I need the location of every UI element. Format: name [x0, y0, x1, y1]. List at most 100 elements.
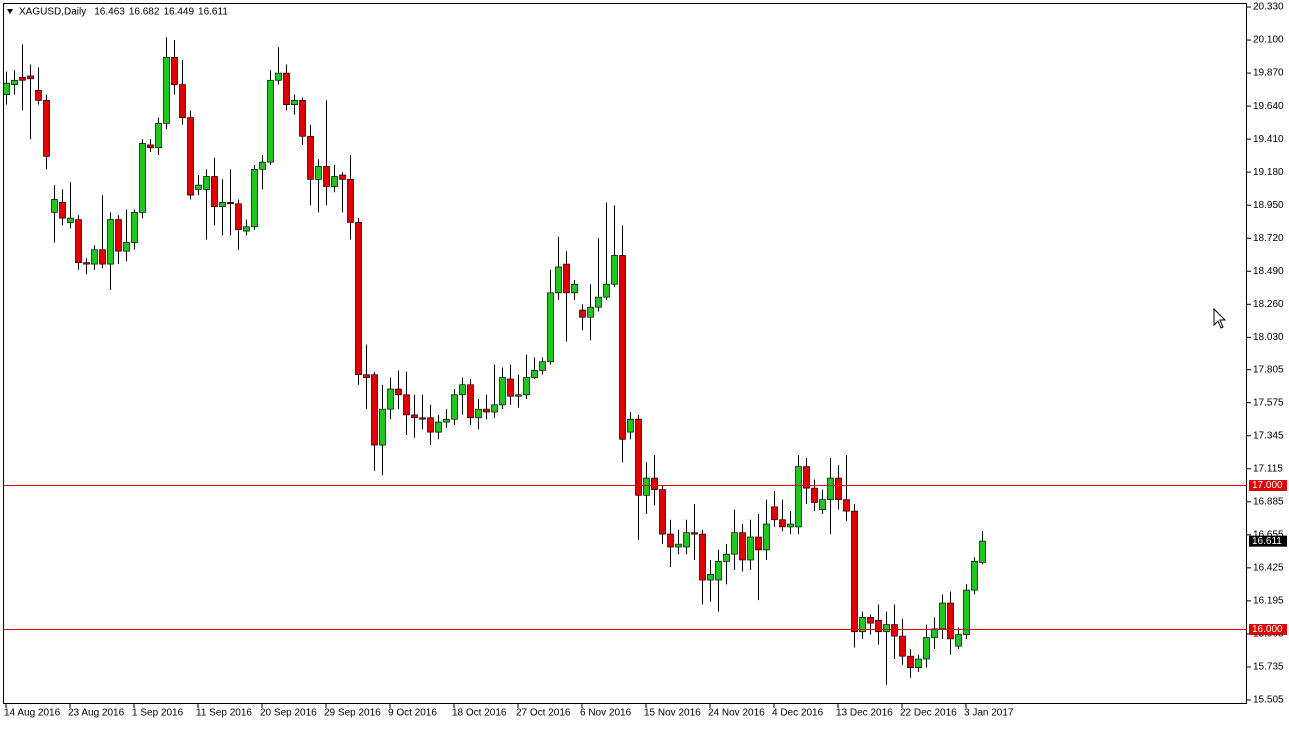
candle-body: [11, 79, 18, 85]
candle-body: [347, 179, 354, 223]
candle-body: [379, 408, 386, 446]
candle-body: [427, 417, 434, 433]
candle-body: [595, 296, 602, 308]
candle-body: [251, 168, 258, 228]
x-tick-label: 24 Nov 2016: [708, 708, 765, 719]
candle-body: [955, 634, 962, 647]
price-label: 17.000: [1252, 480, 1283, 491]
y-tick-label: 16.885: [1253, 496, 1284, 507]
candle-body: [755, 536, 762, 551]
candle-body: [435, 421, 442, 433]
candle-body: [43, 100, 50, 157]
menu-arrow[interactable]: [7, 9, 13, 14]
candle-body: [35, 89, 42, 101]
candle-body: [243, 226, 250, 232]
candle-body: [67, 217, 74, 223]
x-tick-label: 13 Dec 2016: [836, 708, 893, 719]
candle-body: [99, 249, 106, 265]
candle-body: [563, 263, 570, 294]
y-tick-label: 19.870: [1253, 68, 1284, 79]
candle-body: [411, 414, 418, 419]
candle-body: [275, 72, 282, 81]
candle-body: [795, 466, 802, 528]
x-tick-label: 15 Nov 2016: [644, 708, 701, 719]
candle-body: [107, 219, 114, 265]
y-tick-label: 18.490: [1253, 266, 1284, 277]
candle-body: [323, 166, 330, 187]
candle-body: [331, 176, 338, 187]
x-tick-label: 23 Aug 2016: [68, 708, 125, 719]
y-tick-label: 18.950: [1253, 200, 1284, 211]
candle-body: [123, 242, 130, 252]
candle-body: [715, 561, 722, 581]
candle-body: [51, 199, 58, 213]
candle-body: [779, 519, 786, 528]
candle-body: [395, 388, 402, 396]
candle-body: [843, 499, 850, 512]
candles: [3, 37, 986, 685]
candle-body: [819, 499, 826, 511]
candle-body: [931, 628, 938, 638]
candle-body: [867, 617, 874, 624]
x-tick-label: 27 Oct 2016: [516, 708, 571, 719]
candle-body: [235, 203, 242, 230]
candle-body: [827, 477, 834, 500]
candle-body: [259, 161, 266, 170]
price-label-box: [1249, 480, 1287, 491]
candle-body: [355, 222, 362, 376]
header-low: 16.449: [163, 7, 194, 18]
candle-body: [267, 79, 274, 163]
header-high: 16.682: [129, 7, 160, 18]
y-tick-label: 17.345: [1253, 430, 1284, 441]
candle-body: [283, 72, 290, 106]
y-tick-label: 17.805: [1253, 364, 1284, 375]
candle-body: [947, 602, 954, 640]
header-close: 16.611: [198, 7, 228, 18]
candle-body: [907, 655, 914, 669]
x-tick-label: 20 Sep 2016: [260, 708, 317, 719]
candle-body: [611, 255, 618, 285]
candle-body: [419, 417, 426, 420]
candle-body: [963, 589, 970, 635]
candle-body: [19, 77, 26, 81]
candle-body: [731, 532, 738, 555]
x-tick-label: 14 Aug 2016: [4, 708, 61, 719]
candle-body: [195, 184, 202, 190]
candle-body: [635, 418, 642, 496]
chart-title: XAGUSD,Daily: [19, 7, 86, 18]
candle-body: [979, 540, 986, 563]
candle-body: [891, 624, 898, 637]
candle-body: [339, 174, 346, 180]
candle-body: [739, 532, 746, 561]
x-tick-label: 22 Dec 2016: [900, 708, 957, 719]
candle-body: [723, 553, 730, 562]
candle-body: [923, 637, 930, 660]
candle-body: [579, 309, 586, 318]
x-tick-label: 18 Oct 2016: [452, 708, 507, 719]
candle-body: [603, 283, 610, 298]
candle-body: [539, 361, 546, 371]
candle-body: [883, 624, 890, 633]
candle-body: [59, 201, 66, 219]
candle-body: [387, 388, 394, 410]
candle-body: [483, 408, 490, 413]
y-tick-label: 20.330: [1253, 2, 1284, 13]
x-tick-label: 4 Dec 2016: [772, 708, 824, 719]
candle-body: [851, 510, 858, 633]
candle-body: [707, 573, 714, 581]
candle-body: [659, 489, 666, 535]
candle-body: [803, 466, 810, 489]
candle-body: [187, 117, 194, 196]
candle-body: [227, 201, 234, 205]
candle-body: [531, 370, 538, 378]
candle-body: [699, 533, 706, 581]
candle-body: [403, 394, 410, 416]
candle-body: [3, 82, 10, 95]
candle-body: [547, 292, 554, 363]
candle-body: [451, 394, 458, 420]
y-tick-label: 16.425: [1253, 562, 1284, 573]
candle-body: [643, 477, 650, 496]
x-tick-label: 29 Sep 2016: [324, 708, 381, 719]
